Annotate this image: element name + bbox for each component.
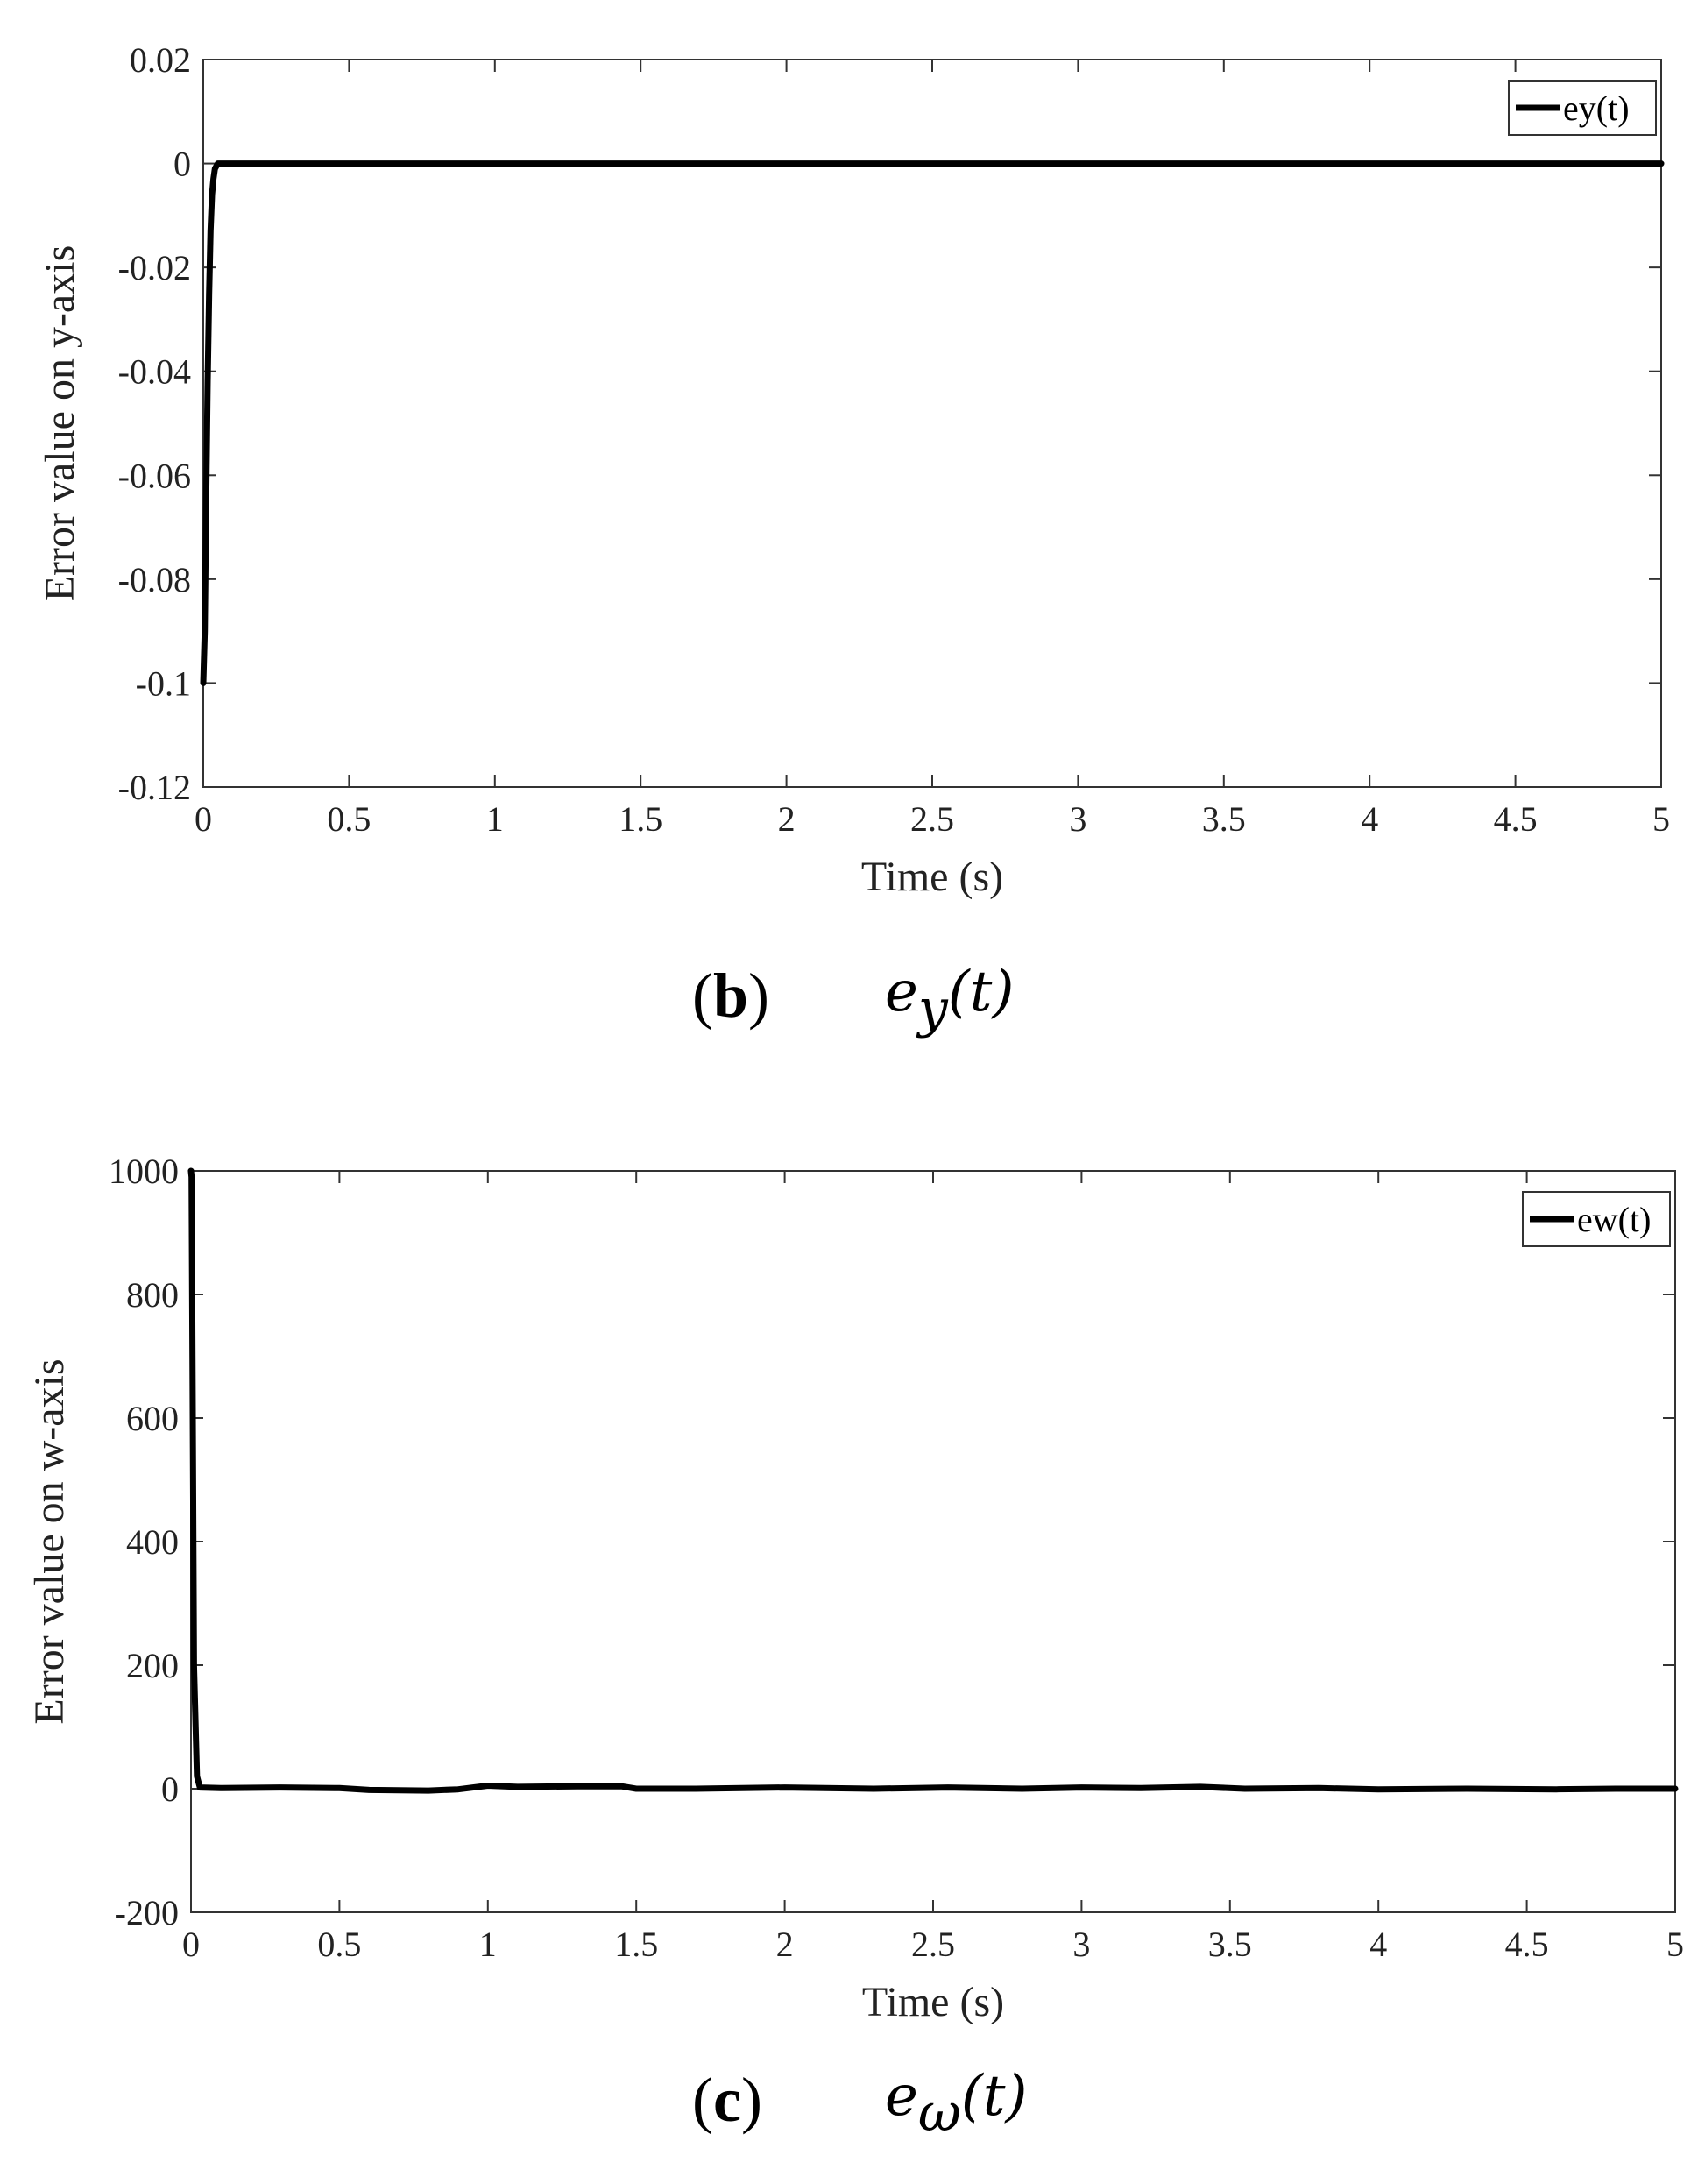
x-tick-label: 3 [1069, 799, 1086, 839]
y-axis-label: Error value on w-axis [26, 1358, 73, 1724]
y-tick-label: -0.12 [118, 768, 191, 807]
x-tick-label: 2.5 [910, 799, 954, 839]
plot-frame [202, 59, 1662, 788]
y-tick-label: -0.08 [118, 560, 191, 599]
y-tick-label: 800 [126, 1275, 179, 1315]
x-tick-label: 2 [778, 799, 796, 839]
y-tick-label: 200 [126, 1646, 179, 1685]
caption-c-formula: eω(t) [885, 2064, 1028, 2144]
x-tick-label: 4 [1361, 799, 1378, 839]
y-axis-label: Error value on y-axis [37, 245, 83, 602]
caption-b-label: (b) [692, 961, 770, 1031]
x-tick-label: 4.5 [1505, 1925, 1549, 1964]
chart-ew: 0 0.5 1 1.5 2 2.5 3 3.5 4 4.5 510008006004002000-2… [26, 1152, 1684, 2025]
x-tick-label: 4 [1369, 1925, 1387, 1964]
x-tick-label: 5 [1652, 799, 1670, 839]
y-tick-label: -0.06 [118, 456, 191, 495]
y-tick-label: 0 [173, 145, 191, 184]
legend-label: ew(t) [1577, 1200, 1651, 1239]
caption-c-label: (c) [692, 2065, 762, 2135]
x-tick-label: 0 [195, 799, 212, 839]
series-line-eyt [200, 160, 1665, 686]
y-tick-label: 0 [161, 1769, 179, 1809]
x-tick-label: 1.5 [614, 1925, 658, 1964]
y-tick-label: 600 [126, 1399, 179, 1438]
x-tick-label: 0 [182, 1925, 200, 1964]
x-tick-label: 4.5 [1494, 799, 1538, 839]
y-tick-label: 1000 [109, 1152, 179, 1191]
x-tick-label: 2.5 [911, 1925, 955, 1964]
x-tick-label: 1 [486, 799, 504, 839]
y-tick-label: 400 [126, 1522, 179, 1562]
x-tick-label: 0.5 [327, 799, 371, 839]
x-axis-label: Time (s) [862, 1979, 1004, 2025]
x-tick-label: 5 [1666, 1925, 1684, 1964]
series-line-ewt [187, 1167, 1679, 1794]
caption-b: (b) ey(t) [0, 951, 1698, 1065]
x-tick-label: 3.5 [1208, 1925, 1252, 1964]
y-tick-label: -0.04 [118, 352, 191, 392]
legend-label: ey(t) [1563, 89, 1630, 128]
x-tick-label: 1.5 [619, 799, 662, 839]
x-tick-label: 2 [776, 1925, 794, 1964]
chart-ey: 0 0.5 1 1.5 2 2.5 3 3.5 4 4.5 5 0.02 0 -0.02 -0.04 -0.0… [37, 40, 1670, 900]
y-tick-label: -0.1 [136, 663, 191, 703]
caption-b-formula: ey(t) [885, 960, 1015, 1039]
x-axis-label: Time (s) [861, 854, 1003, 900]
x-tick-label: 0.5 [317, 1925, 361, 1964]
y-tick-label: -0.02 [118, 248, 191, 287]
x-tick-label: 1 [479, 1925, 497, 1964]
y-tick-label: -200 [115, 1893, 179, 1932]
y-tick-label: 0.02 [130, 40, 191, 80]
plot-frame [190, 1170, 1676, 1913]
x-tick-label: 3 [1072, 1925, 1090, 1964]
x-tick-label: 3.5 [1202, 799, 1246, 839]
caption-c: (c) eω(t) [0, 2060, 1698, 2173]
